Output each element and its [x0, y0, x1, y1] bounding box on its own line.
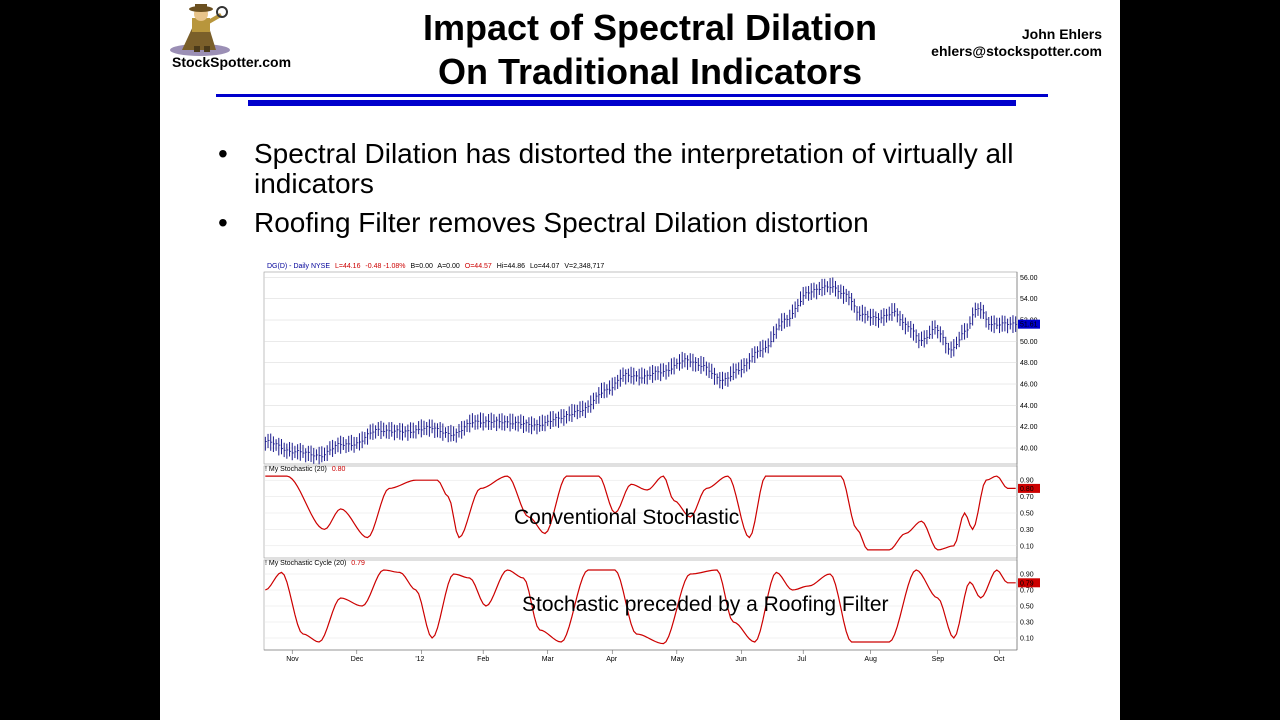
stochastic-cycle-line	[265, 569, 1016, 645]
stochastic-tick-label: 0.10	[1020, 543, 1034, 550]
price-tick-label: 42.00	[1020, 424, 1038, 431]
price-tick-label: 54.00	[1020, 296, 1038, 303]
title-line-2: On Traditional Indicators	[437, 51, 863, 92]
price-header: DG(D) - Daily NYSE L=44.16 -0.48 -1.08% …	[267, 263, 604, 270]
x-tick-label: Oct	[994, 656, 1005, 663]
bullet-text: Spectral Dilation has distorted the inte…	[254, 138, 1014, 199]
price-last-value-badge	[1018, 319, 1040, 329]
price-bars	[264, 277, 1018, 465]
bullet-text: Roofing Filter removes Spectral Dilation…	[254, 207, 869, 238]
price-tick-label: 40.00	[1020, 446, 1038, 453]
stochastic-header: ! My Stochastic (20) 0.80	[265, 466, 346, 473]
x-tick-label: Feb	[477, 656, 489, 663]
stochastic-last-value-label: 0.80	[1020, 486, 1034, 493]
author-email: ehlers@stockspotter.com	[931, 43, 1102, 59]
author-name: John Ehlers	[1021, 26, 1102, 42]
bullet-item: • Roofing Filter removes Spectral Dilati…	[218, 208, 1058, 238]
x-tick-label: '12	[415, 656, 424, 663]
cycle-annotation: Stochastic preceded by a Roofing Filter	[522, 593, 889, 616]
x-tick-label: Sep	[932, 656, 945, 663]
title-rule-thin	[216, 94, 1048, 97]
price-last-value-label: 51.61	[1020, 322, 1038, 329]
logo-text: StockSpotter.com	[172, 54, 292, 70]
x-tick-label: Mar	[542, 656, 555, 663]
bullet-list: • Spectral Dilation has distorted the in…	[218, 139, 1058, 247]
bullet-dot-icon: •	[218, 138, 228, 169]
title-rule-thick	[248, 100, 1016, 106]
stochastic-tick-label: 0.90	[1020, 478, 1034, 485]
title-line-1: Impact of Spectral Dilation	[422, 7, 878, 48]
cycle-header: ! My Stochastic Cycle (20) 0.79	[265, 560, 365, 567]
x-tick-label: Aug	[864, 656, 877, 663]
author-block: John Ehlers ehlers@stockspotter.com	[931, 26, 1102, 60]
x-tick-label: Jul	[797, 656, 806, 663]
panel-frame	[263, 271, 1018, 465]
cycle-tick-label: 0.90	[1020, 572, 1034, 579]
stochastic-tick-label: 0.70	[1020, 494, 1034, 501]
price-tick-label: 46.00	[1020, 382, 1038, 389]
x-tick-label: Jun	[735, 656, 746, 663]
price-tick-label: 56.00	[1020, 275, 1038, 282]
chart-grid	[264, 277, 1017, 639]
cycle-last-value-label: 0.79	[1020, 580, 1034, 587]
cycle-tick-label: 0.10	[1020, 636, 1034, 643]
cycle-tick-label: 0.50	[1020, 604, 1034, 611]
bullet-item: • Spectral Dilation has distorted the in…	[218, 139, 1058, 199]
x-tick-label: Nov	[286, 656, 299, 663]
cycle-tick-label: 0.70	[1020, 588, 1034, 595]
cycle-tick-label: 0.30	[1020, 620, 1034, 627]
bullet-dot-icon: •	[218, 207, 228, 238]
stochastic-path	[265, 475, 1016, 551]
cycle-last-value-badge	[1018, 578, 1040, 588]
price-indicator-chart: 56.0054.0052.0050.0048.0046.0044.0042.00…	[263, 263, 1040, 663]
stochastic-line	[265, 475, 1016, 551]
price-tick-label: 44.00	[1020, 403, 1038, 410]
stochastic-tick-label: 0.50	[1020, 511, 1034, 518]
price-tick-label: 48.00	[1020, 360, 1038, 367]
chart-frames	[263, 271, 1018, 651]
axis-labels: 56.0054.0052.0050.0048.0046.0044.0042.00…	[286, 275, 1040, 663]
stockspotter-logo-icon	[170, 4, 230, 56]
slide-title: Impact of Spectral Dilation On Tradition…	[350, 6, 950, 94]
stochastic-last-value-badge	[1018, 483, 1040, 493]
stochastic-tick-label: 0.30	[1020, 527, 1034, 534]
x-tick-label: Apr	[606, 656, 618, 663]
x-tick-label: May	[671, 656, 685, 663]
x-tick-label: Dec	[351, 656, 364, 663]
slide: StockSpotter.com Impact of Spectral Dila…	[160, 0, 1120, 720]
stochastic-annotation: Conventional Stochastic	[514, 506, 739, 529]
cycle-path	[265, 569, 1016, 645]
price-tick-label: 50.00	[1020, 339, 1038, 346]
